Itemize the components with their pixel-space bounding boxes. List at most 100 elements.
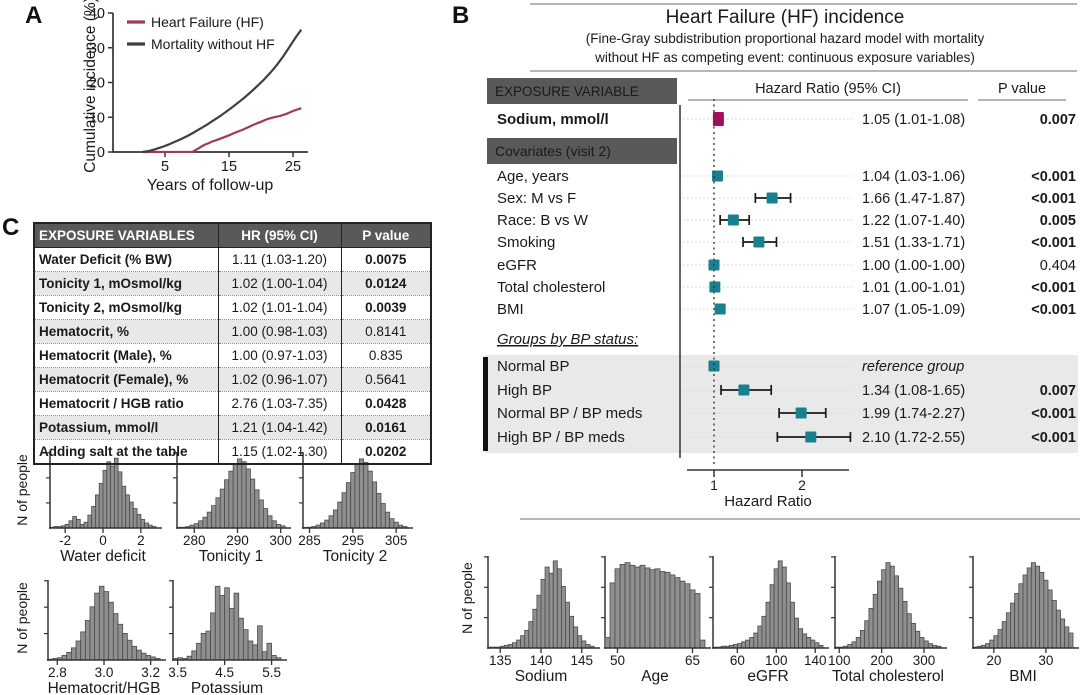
panel-a-y-axis-label: Cumulative incidence (%) bbox=[82, 0, 99, 173]
tonicity-1-x-tick-label: 300 bbox=[269, 533, 292, 548]
potassium-x-tick-label: 4.5 bbox=[215, 665, 234, 680]
hazard-ratio-axis-tick-label: 2 bbox=[798, 477, 806, 493]
hazard-ratio-axis-label: Hazard Ratio bbox=[724, 493, 812, 510]
total-cholesterol-bar bbox=[902, 600, 908, 649]
total-cholesterol-bar bbox=[885, 562, 891, 649]
table-row: Tonicity 1, mOsmol/kg 1.02 (1.00-1.04) 0.0… bbox=[34, 271, 431, 296]
panel-c-label: C bbox=[2, 214, 20, 241]
potassium-bar bbox=[257, 625, 263, 661]
tonicity-1-bar bbox=[271, 520, 277, 529]
forest-row-label: Age, years bbox=[497, 168, 569, 185]
age-bar bbox=[619, 564, 626, 649]
table-cell-exposure-variable: Tonicity 1, mOsmol/kg bbox=[34, 271, 218, 296]
age-bar bbox=[669, 574, 676, 649]
sodium-bar bbox=[565, 601, 570, 649]
table-cell-exposure-variable: Water Deficit (% BW) bbox=[34, 247, 218, 272]
age-bar bbox=[659, 571, 666, 649]
egfr-x-axis-label: eGFR bbox=[747, 668, 788, 685]
age-bar bbox=[634, 566, 641, 649]
water-deficit-bar bbox=[113, 457, 119, 529]
total-cholesterol-bar bbox=[915, 630, 921, 649]
table-cell-hr-ci: 1.00 (0.98-1.03) bbox=[217, 319, 341, 344]
hematocrit-hgb-bar bbox=[98, 585, 105, 661]
tonicity-1-bar bbox=[232, 463, 238, 529]
tonicity-2-x-tick-label: 285 bbox=[298, 533, 321, 548]
table-row: Potassium, mmol/l 1.21 (1.04-1.42) 0.0161 bbox=[34, 415, 431, 440]
egfr-bar bbox=[790, 601, 795, 649]
potassium-bar bbox=[196, 642, 202, 661]
sodium-bar bbox=[573, 626, 579, 649]
total-cholesterol-bar bbox=[923, 640, 929, 649]
hematocrit-hgb-bar bbox=[112, 613, 119, 661]
table-cell-exposure-variable: Tonicity 2, mOsmol/kg bbox=[34, 295, 218, 320]
total-cholesterol-bar bbox=[860, 630, 866, 649]
covariate-marker bbox=[805, 431, 817, 443]
egfr-bar bbox=[765, 601, 771, 649]
tonicity-2-bar bbox=[384, 511, 391, 529]
hematocrit-hgb-x-axis-label: Hematocrit/HGB bbox=[48, 680, 161, 695]
panel-a-series-hf bbox=[142, 107, 302, 154]
exposure-variable-header-label: EXPOSURE VARIABLE bbox=[495, 84, 639, 99]
egfr-bar bbox=[806, 637, 812, 649]
table-cell-p-value: 0.8141 bbox=[340, 319, 431, 344]
egfr-bar bbox=[781, 566, 787, 649]
sodium-bar bbox=[532, 608, 538, 649]
age-bar bbox=[629, 564, 636, 649]
hematocrit-hgb-bar bbox=[84, 620, 91, 661]
hazard-ratio-text: 2.10 (1.72-2.55) bbox=[862, 430, 965, 446]
p-value-text: <0.001 bbox=[1031, 235, 1076, 251]
table-cell-p-value: 0.0202 bbox=[340, 439, 431, 464]
tonicity-1-bar bbox=[219, 488, 225, 529]
table-cell-p-value: 0.0428 bbox=[340, 391, 431, 416]
bmi-bar bbox=[1026, 567, 1032, 649]
panel-a-series-mortality bbox=[142, 29, 303, 154]
table-cell-exposure-variable: Hematocrit (Female), % bbox=[34, 367, 218, 392]
hematocrit-hgb-bar bbox=[126, 639, 133, 661]
total-cholesterol-bar bbox=[889, 565, 895, 649]
potassium-bar bbox=[266, 642, 273, 661]
tonicity-1-bar bbox=[250, 478, 256, 529]
age-bar bbox=[624, 562, 631, 649]
potassium-bar bbox=[261, 651, 268, 661]
age-bar bbox=[614, 568, 621, 649]
bmi-bar bbox=[1001, 621, 1007, 649]
bmi-bar bbox=[1051, 600, 1057, 649]
sodium-bar bbox=[560, 586, 566, 649]
covariates-section-label: Covariates (visit 2) bbox=[495, 143, 611, 159]
water-deficit-x-tick-label: -2 bbox=[59, 533, 71, 548]
age-x-axis-label: Age bbox=[641, 668, 669, 685]
egfr-bar bbox=[761, 615, 767, 649]
egfr-bar bbox=[757, 625, 763, 649]
tonicity-2-bar bbox=[328, 515, 334, 529]
tonicity-2-bar bbox=[393, 521, 399, 529]
water-deficit-bar bbox=[95, 494, 100, 529]
potassium-bar bbox=[210, 612, 216, 661]
sodium-bar bbox=[512, 642, 517, 649]
table-cell-exposure-variable: Hematocrit (Male), % bbox=[34, 343, 218, 368]
tonicity-1-bar bbox=[228, 470, 234, 529]
egfr-bar bbox=[745, 639, 751, 649]
tonicity-1-x-tick-label: 290 bbox=[226, 533, 249, 548]
hazard-ratio-axis-tick-label: 1 bbox=[710, 477, 718, 493]
bmi-bar bbox=[989, 639, 995, 649]
tonicity-1-bar bbox=[258, 499, 264, 529]
panel-b-label: B bbox=[452, 2, 470, 29]
table-cell-exposure-variable: Hematocrit / HGB ratio bbox=[34, 391, 218, 416]
p-value-text: 0.005 bbox=[1040, 213, 1076, 229]
bmi-bar bbox=[1014, 593, 1020, 649]
potassium-bar bbox=[191, 650, 197, 661]
potassium-bar bbox=[205, 630, 211, 661]
bmi-bar bbox=[1060, 618, 1066, 649]
tonicity-2-bar bbox=[367, 470, 373, 529]
covariate-marker bbox=[727, 214, 739, 226]
covariate-marker bbox=[795, 407, 807, 419]
hematocrit-hgb-bar bbox=[136, 649, 142, 661]
panel-a-y-tick-label: 0 bbox=[97, 145, 105, 161]
table-cell-hr-ci: 1.02 (1.01-1.04) bbox=[217, 295, 341, 320]
tonicity-1-bar bbox=[198, 520, 204, 529]
hematocrit-hgb-bar bbox=[122, 633, 128, 661]
tonicity-2-bar bbox=[319, 522, 326, 529]
tonicity-2-bar bbox=[376, 493, 382, 529]
hematocrit-hgb-bar bbox=[117, 623, 124, 661]
